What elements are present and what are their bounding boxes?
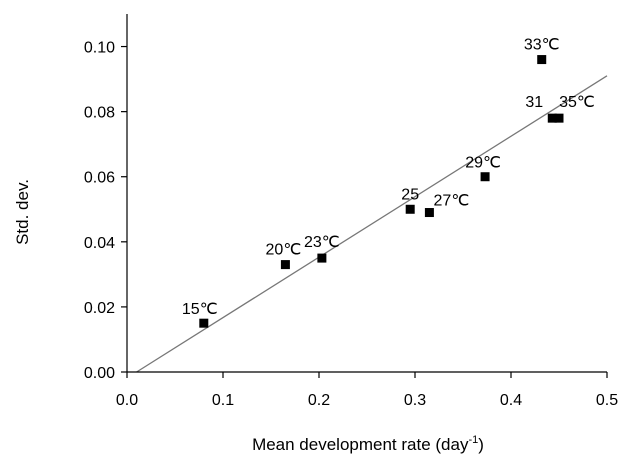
x-tick-label: 0.5 [596,392,618,409]
data-point [554,113,564,123]
data-point [537,55,547,65]
point-label: 25 [401,186,419,203]
point-label: 29℃ [465,155,501,172]
point-label: 35℃ [559,94,595,111]
point-label: 33℃ [524,37,560,54]
y-tick-label: 0.02 [84,300,115,317]
point-label: 23℃ [304,234,340,251]
trend-line [136,75,608,373]
data-point [280,260,290,270]
data-point [424,208,434,218]
x-axis-title-end: ) [478,435,484,454]
x-tick-label: 0.1 [212,392,234,409]
x-axis-title: Mean development rate (day-1) [252,434,484,454]
y-tick-label: 0.00 [84,365,115,382]
point-label: 27℃ [434,193,470,210]
y-tick-label: 0.10 [84,40,115,57]
data-point [480,172,490,182]
data-point [317,253,327,263]
x-axis-title-superscript: -1 [468,434,478,446]
y-tick-label: 0.08 [84,105,115,122]
y-tick-label: 0.06 [84,170,115,187]
point-label: 20℃ [266,242,302,259]
point-label: 15℃ [182,301,218,318]
x-tick-label: 0.0 [116,392,138,409]
x-tick-label: 0.3 [404,392,426,409]
y-axis-title: Std. dev. [13,179,32,245]
x-tick-label: 0.4 [500,392,522,409]
point-label: 31 [525,94,543,111]
y-tick-label: 0.04 [84,235,115,252]
data-point [547,113,557,123]
data-point [199,318,209,328]
x-tick-label: 0.2 [308,392,330,409]
x-axis-title-main: Mean development rate (day [252,435,469,454]
data-point [405,204,415,214]
